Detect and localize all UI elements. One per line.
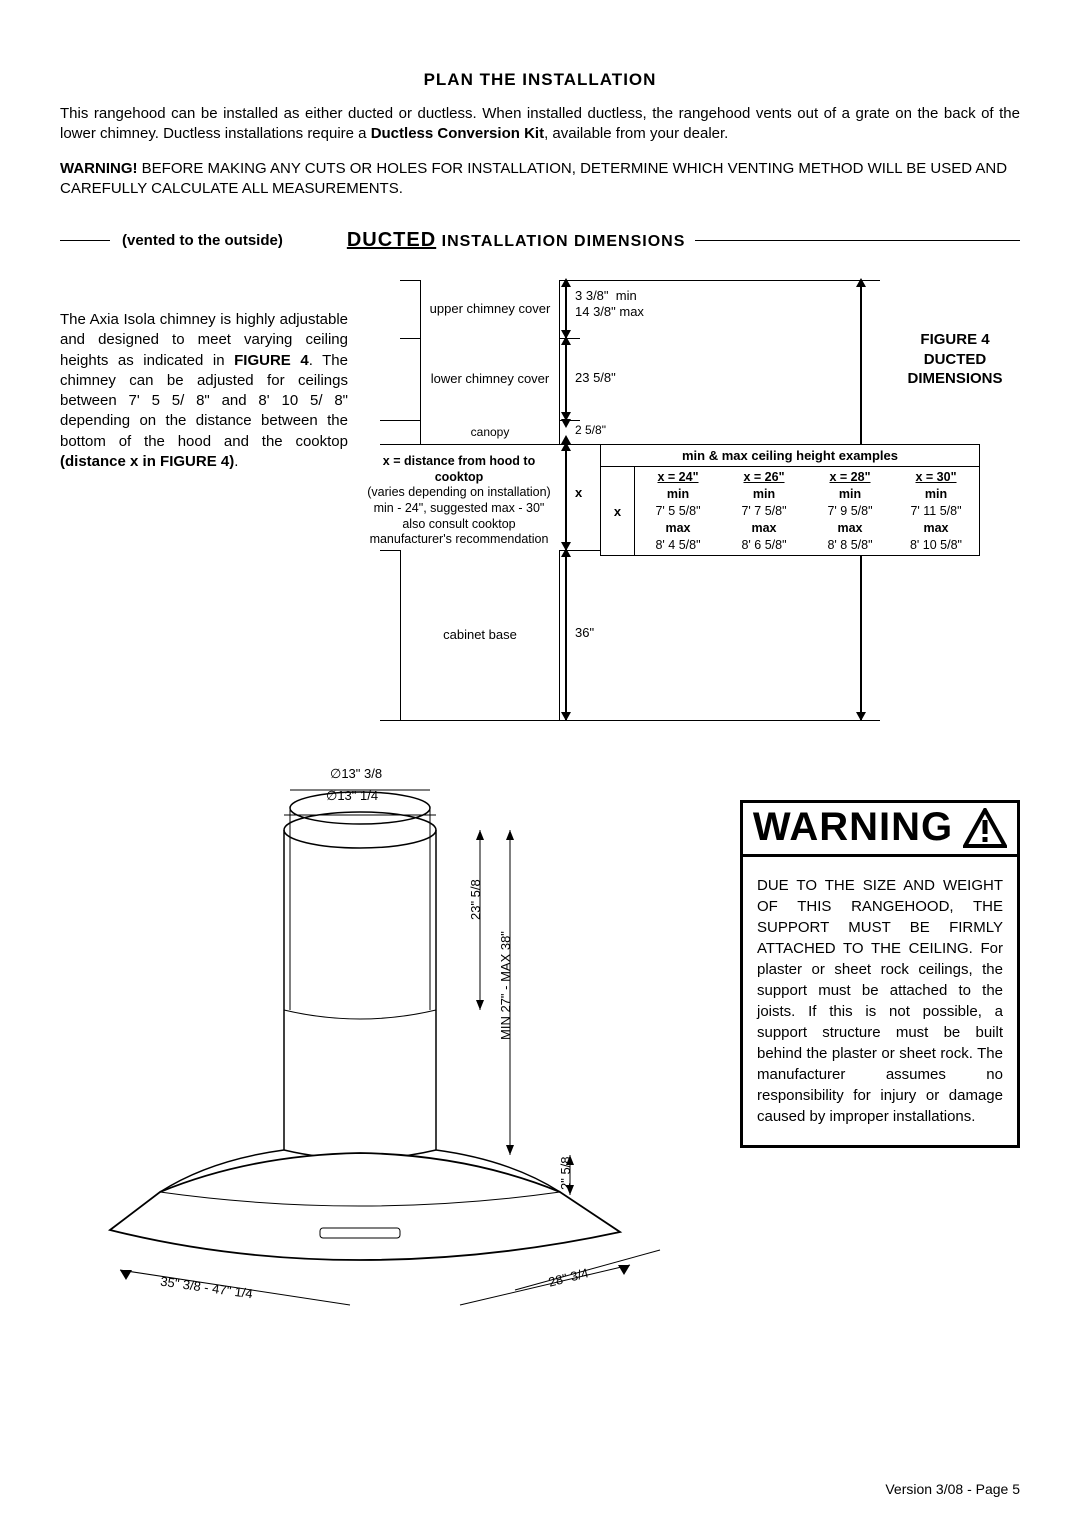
seg-upper: upper chimney cover — [420, 280, 560, 338]
intro-paragraph: This rangehood can be installed as eithe… — [60, 104, 1020, 145]
htable-c2: x = 28" min 7' 9 5/8" max 8' 8 5/8" — [807, 467, 893, 555]
seg-lower-dim: 23 5/8" — [575, 370, 616, 386]
htable-title: min & max ceiling height examples — [601, 445, 979, 467]
xnote-4: manufacturer's recommendation — [370, 532, 549, 546]
hc3-x: x = 30" — [915, 470, 956, 484]
lower-row: ∅13" 3/8 ∅13" 1/4 23" 5/8 MIN 27" - MAX … — [60, 760, 1020, 1320]
seg-canopy-label: canopy — [471, 425, 510, 439]
htable-row: x x = 24" min 7' 5 5/8" max 8' 4 5/8" x … — [601, 467, 979, 555]
htable-x-cell: x — [601, 467, 635, 555]
warning-label: WARNING! — [60, 160, 138, 177]
seg-cabinet-label: cabinet base — [443, 627, 517, 643]
left-text: The Axia Isola chimney is highly adjusta… — [60, 310, 360, 472]
hc1-minl: min — [753, 487, 775, 501]
intro-b: Ductless Conversion Kit — [371, 125, 544, 142]
section-title: PLAN THE INSTALLATION — [60, 70, 1020, 90]
hc3-max: 8' 10 5/8" — [910, 538, 962, 552]
rangehood-svg — [100, 760, 700, 1320]
hc2-x: x = 28" — [829, 470, 870, 484]
hc0-maxl: max — [665, 521, 690, 535]
warning-body: DUE TO THE SIZE AND WEIGHT OF THIS RANGE… — [743, 857, 1017, 1145]
hc0-minl: min — [667, 487, 689, 501]
illus-h3: 2" 5/8 — [558, 1156, 573, 1190]
xnote-b: x = distance from hood to cooktop — [383, 454, 535, 484]
htable-c1: x = 26" min 7' 7 5/8" max 8' 6 5/8" — [721, 467, 807, 555]
x-label: x — [575, 485, 582, 501]
arr-upper-up — [561, 278, 571, 287]
hc1-maxl: max — [751, 521, 776, 535]
diagram-holder: FIGURE 4 DUCTED DIMENSIONS upper chimney… — [360, 270, 1020, 730]
seg-canopy-dim: 2 5/8" — [575, 423, 606, 437]
lt-b1: FIGURE 4 — [234, 352, 309, 369]
ducted-title: DUCTED INSTALLATION DIMENSIONS — [337, 229, 696, 252]
arr-cabinet — [565, 550, 567, 720]
ducted-rest: INSTALLATION DIMENSIONS — [436, 233, 685, 250]
floor-line — [380, 720, 880, 721]
seg-upper-dim: 3 3/8" min 14 3/8" max — [575, 288, 644, 319]
seg-upper-label: upper chimney cover — [430, 301, 551, 317]
hc0-min: 7' 5 5/8" — [655, 504, 700, 518]
hc3-minl: min — [925, 487, 947, 501]
xnote-2: min - 24", suggested max - 30" — [374, 501, 545, 515]
warning-box: WARNING DUE TO THE SIZE AND WEIGHT OF TH… — [740, 800, 1020, 1148]
htable-c3: x = 30" min 7' 11 5/8" max 8' 10 5/8" — [893, 467, 979, 555]
page: PLAN THE INSTALLATION This rangehood can… — [0, 0, 1080, 1527]
hc1-x: x = 26" — [743, 470, 784, 484]
warning-banner: WARNING — [743, 803, 1017, 857]
xnote-3: also consult cooktop — [402, 517, 515, 531]
footer: Version 3/08 - Page 5 — [885, 1481, 1020, 1497]
dimension-diagram: upper chimney cover 3 3/8" min 14 3/8" m… — [360, 270, 1000, 730]
hc0-x: x = 24" — [657, 470, 698, 484]
warning-banner-text: WARNING — [753, 805, 953, 850]
illus-h2: MIN 27" - MAX 38" — [498, 931, 513, 1040]
hc2-maxl: max — [837, 521, 862, 535]
arr-lower-up — [561, 336, 571, 345]
htable-c0: x = 24" min 7' 5 5/8" max 8' 4 5/8" — [635, 467, 721, 555]
height-table: min & max ceiling height examples x x = … — [600, 444, 980, 556]
hc1-max: 8' 6 5/8" — [741, 538, 786, 552]
div-3 — [380, 444, 620, 445]
seg-canopy: canopy — [420, 420, 560, 444]
illus-d1: ∅13" 3/8 — [330, 766, 382, 782]
illus-d2: ∅13" 1/4 — [326, 788, 378, 804]
hc2-max: 8' 8 5/8" — [827, 538, 872, 552]
hc3-maxl: max — [923, 521, 948, 535]
illus-h1: 23" 5/8 — [468, 879, 483, 920]
rule-right — [695, 240, 1020, 241]
intro-t2: , available from your dealer. — [544, 125, 728, 142]
seg-cabinet: cabinet base — [400, 550, 560, 720]
mid-row: The Axia Isola chimney is highly adjusta… — [60, 270, 1020, 730]
seg-lower-label: lower chimney cover — [431, 371, 550, 387]
lt-b2: (distance x in FIGURE 4) — [60, 453, 234, 470]
warning-text: BEFORE MAKING ANY CUTS OR HOLES FOR INST… — [60, 160, 1007, 197]
warning-icon — [963, 808, 1007, 848]
hc0-max: 8' 4 5/8" — [655, 538, 700, 552]
ducted-header-row: (vented to the outside) DUCTED INSTALLAT… — [60, 229, 1020, 252]
rule-left — [60, 240, 110, 241]
ducted-big: DUCTED — [347, 229, 436, 251]
arr-cab-up — [561, 548, 571, 557]
xnote-1: (varies depending on installation) — [367, 485, 550, 499]
hc2-min: 7' 9 5/8" — [827, 504, 872, 518]
arr-canopy-down — [561, 419, 571, 428]
lt-3: . — [234, 453, 238, 470]
arr-lower — [565, 338, 567, 420]
arr-x-up — [561, 442, 571, 451]
x-note: x = distance from hood to cooktop (varie… — [360, 454, 558, 548]
illustration: ∅13" 3/8 ∅13" 1/4 23" 5/8 MIN 27" - MAX … — [100, 760, 700, 1320]
seg-cabinet-dim: 36" — [575, 625, 594, 641]
seg-lower: lower chimney cover — [420, 338, 560, 420]
hc2-minl: min — [839, 487, 861, 501]
warning-paragraph: WARNING! BEFORE MAKING ANY CUTS OR HOLES… — [60, 159, 1020, 200]
hc3-min: 7' 11 5/8" — [910, 504, 961, 518]
arr-x — [565, 444, 567, 550]
hc1-min: 7' 7 5/8" — [741, 504, 786, 518]
vented-label: (vented to the outside) — [110, 232, 287, 249]
